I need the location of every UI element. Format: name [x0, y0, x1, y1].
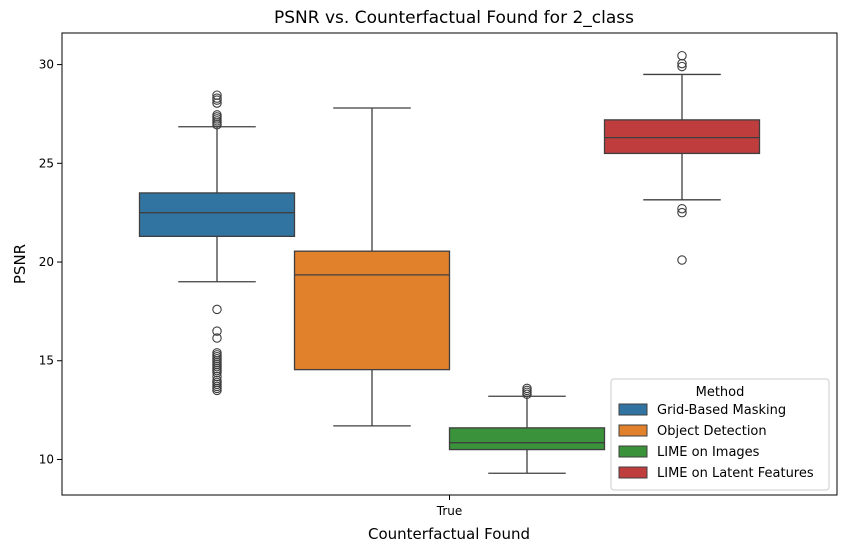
x-axis: True	[436, 495, 463, 518]
box-lime-on-images	[448, 383, 606, 474]
y-tick-label: 15	[39, 354, 54, 368]
legend-title: Method	[696, 385, 745, 400]
outlier-point	[212, 90, 222, 100]
outlier-point	[677, 255, 687, 265]
legend-swatch	[618, 424, 648, 437]
x-axis-label: Counterfactual Found	[368, 525, 530, 543]
outlier-point	[212, 333, 222, 343]
outlier-point	[212, 110, 222, 120]
outlier-point	[212, 93, 222, 103]
legend-frame	[610, 378, 830, 491]
x-tick-label: True	[436, 504, 463, 518]
outlier-point	[677, 50, 687, 61]
y-tick-label: 10	[39, 452, 54, 466]
y-tick-label: 30	[39, 58, 54, 72]
box-object-detection	[293, 107, 451, 427]
legend-swatch	[618, 445, 648, 458]
box-lime-on-latent-features	[603, 50, 761, 265]
outlier-point	[677, 61, 687, 72]
iqr-box	[448, 427, 606, 451]
legend-label: Object Detection	[657, 424, 767, 439]
legend: Method Grid-Based Masking Object Detectio…	[610, 378, 830, 491]
iqr-box	[138, 192, 296, 238]
outlier-point	[522, 383, 532, 394]
legend-label: Grid-Based Masking	[657, 403, 786, 418]
chart-title: PSNR vs. Counterfactual Found for 2_clas…	[274, 8, 634, 28]
iqr-box	[603, 119, 761, 155]
legend-label: LIME on Images	[657, 445, 760, 460]
y-axis: 10 15 20 25 30	[39, 58, 62, 466]
boxes	[138, 50, 761, 474]
outlier-point	[677, 207, 687, 218]
y-axis-label: PSNR	[11, 244, 29, 284]
box-grid-based-masking	[138, 90, 296, 396]
outlier-point	[212, 304, 222, 315]
y-tick-label: 20	[39, 255, 54, 269]
legend-items: Grid-Based Masking Object Detection LIME o…	[618, 403, 814, 481]
legend-swatch	[618, 466, 648, 479]
legend-label: LIME on Latent Features	[657, 466, 814, 481]
outlier-point	[212, 348, 222, 358]
legend-swatch	[618, 403, 648, 416]
iqr-box	[293, 250, 451, 371]
outlier-point	[677, 203, 687, 214]
outlier-point	[212, 326, 222, 336]
y-tick-label: 25	[39, 156, 54, 170]
